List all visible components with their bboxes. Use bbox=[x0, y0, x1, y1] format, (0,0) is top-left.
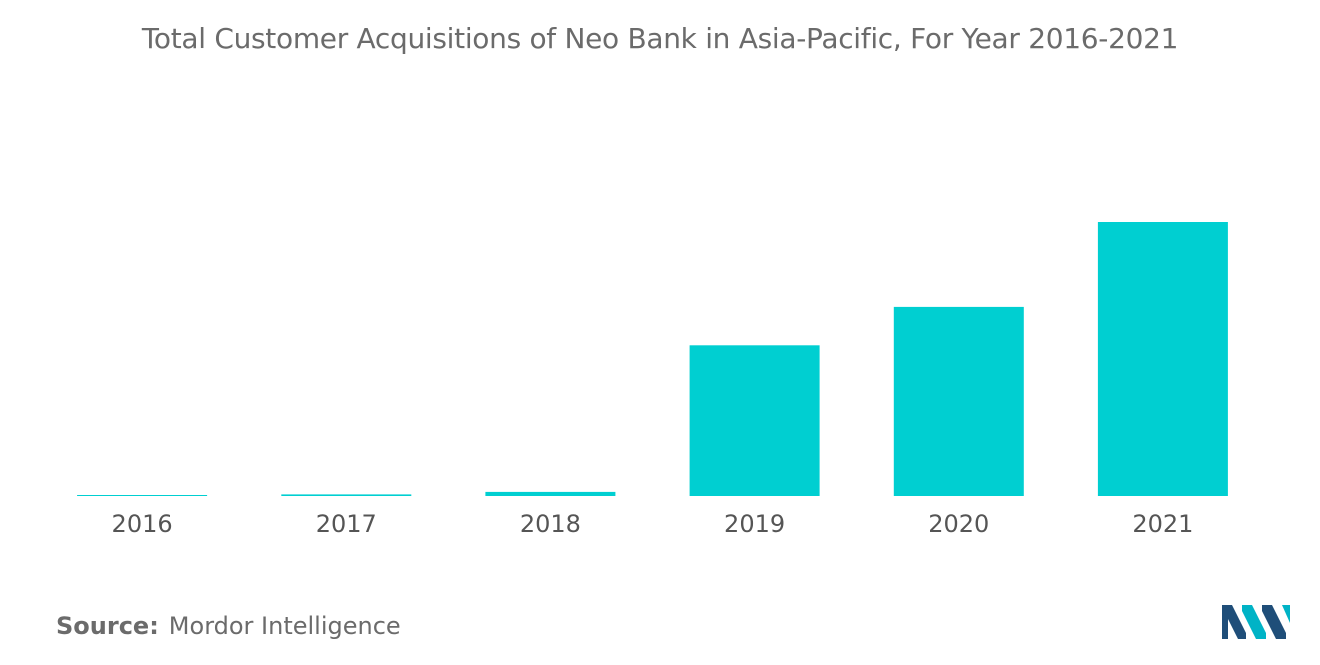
bar-2017 bbox=[281, 494, 412, 496]
x-axis-ticks: 2016 2017 2018 2019 2020 2021 bbox=[112, 510, 1194, 538]
bars-layer bbox=[77, 222, 1228, 496]
x-tick-label-2018: 2018 bbox=[520, 510, 581, 538]
bar-2018 bbox=[485, 491, 616, 496]
source-line: Source: Mordor Intelligence bbox=[56, 612, 401, 640]
x-tick-label-2016: 2016 bbox=[112, 510, 173, 538]
x-tick-label-2020: 2020 bbox=[928, 510, 989, 538]
mordor-intelligence-logo-icon bbox=[1222, 605, 1290, 639]
bar-2016 bbox=[77, 495, 208, 496]
x-tick-label-2021: 2021 bbox=[1132, 510, 1193, 538]
chart-title: Total Customer Acquisitions of Neo Bank … bbox=[141, 22, 1179, 55]
source-label: Source: bbox=[56, 612, 159, 640]
source-text: Mordor Intelligence bbox=[168, 612, 401, 640]
x-tick-label-2017: 2017 bbox=[316, 510, 377, 538]
bar-2020 bbox=[893, 306, 1024, 496]
bar-chart: 2016 2017 2018 2019 2020 2021 bbox=[77, 222, 1228, 538]
x-tick-label-2019: 2019 bbox=[724, 510, 785, 538]
bar-2019 bbox=[689, 345, 820, 496]
bar-2021 bbox=[1097, 222, 1228, 496]
